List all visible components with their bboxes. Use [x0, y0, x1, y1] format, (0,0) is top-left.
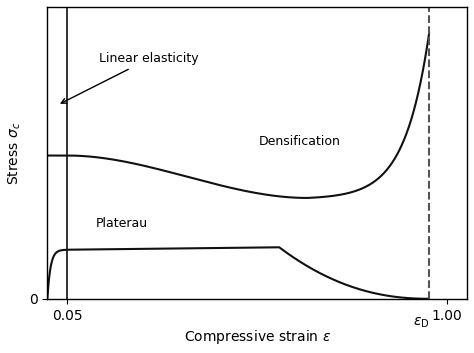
Text: Linear elasticity: Linear elasticity	[61, 52, 199, 103]
Text: Densification: Densification	[259, 135, 341, 148]
Y-axis label: Stress $\sigma_c$: Stress $\sigma_c$	[7, 121, 23, 185]
X-axis label: Compressive strain $\varepsilon$: Compressive strain $\varepsilon$	[183, 328, 331, 346]
Text: Platerau: Platerau	[95, 217, 147, 230]
Text: $\varepsilon_{\rm D}$: $\varepsilon_{\rm D}$	[413, 316, 429, 330]
